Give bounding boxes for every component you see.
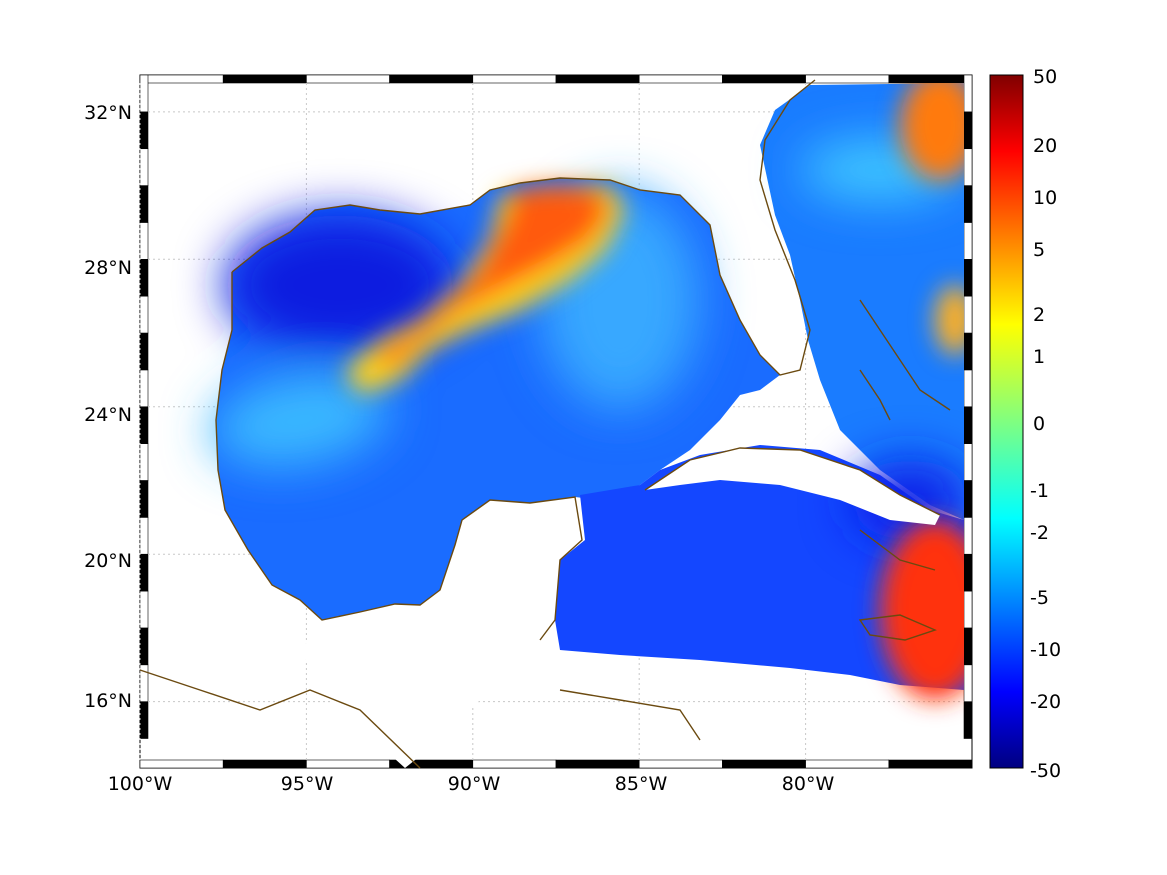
- frame-segment: [139, 222, 149, 260]
- colorbar-tick-label: -10: [1030, 639, 1061, 661]
- lon-tick-label: 90°W: [448, 773, 501, 795]
- coastline: [139, 79, 951, 769]
- lon-tick-label: 80°W: [782, 773, 835, 795]
- lon-tick-label: 100°W: [108, 773, 173, 795]
- frame-segment: [963, 295, 973, 334]
- frame-segment: [722, 759, 806, 769]
- frame-segment: [963, 701, 973, 739]
- lat-tick-label: 24°N: [84, 404, 132, 426]
- cuba: [645, 448, 940, 525]
- frame-segment: [139, 74, 149, 113]
- frame-segment: [222, 74, 307, 84]
- frame-segment: [139, 185, 149, 223]
- frame-segment: [963, 406, 973, 444]
- frame-segment: [888, 759, 973, 769]
- frame-segment: [139, 369, 149, 408]
- frame-segment: [963, 185, 973, 223]
- frame-segment: [472, 759, 557, 769]
- colorbar-tick-label: -20: [1030, 691, 1061, 713]
- frame-segment: [472, 74, 557, 84]
- colorbar-tick-label: -5: [1030, 587, 1049, 609]
- caribbean-warm-zone: [880, 520, 964, 700]
- frame-segment: [638, 759, 723, 769]
- colorbar-tick-label: -2: [1030, 522, 1049, 544]
- frame-segment: [139, 111, 149, 150]
- frame-segment: [555, 759, 640, 769]
- frame-segment: [963, 222, 973, 260]
- frame-segment: [139, 406, 149, 444]
- frame-segment: [888, 74, 973, 84]
- frame-segment: [139, 759, 224, 769]
- colorbar-tick-label: 0: [1033, 413, 1045, 435]
- lat-tick-label: 16°N: [84, 690, 132, 712]
- frame-segment: [963, 590, 973, 629]
- frame-segment: [963, 259, 973, 297]
- frame-segment: [139, 701, 149, 739]
- frame-segment: [963, 480, 973, 518]
- frame-segment: [963, 74, 973, 113]
- frame-segment: [139, 332, 149, 371]
- frame-segment: [963, 664, 973, 702]
- yucatan-peninsula: [300, 497, 582, 768]
- colorbar-tick-label: -50: [1030, 760, 1061, 782]
- colorbar-tick-label: 20: [1033, 135, 1057, 157]
- colorbar-tick-label: 1: [1033, 346, 1045, 368]
- lon-tick-label: 85°W: [615, 773, 668, 795]
- lat-tick-label: 28°N: [84, 257, 132, 279]
- frame-segment: [139, 517, 149, 555]
- frame-segment: [638, 74, 723, 84]
- frame-segment: [139, 627, 149, 666]
- frame-segment: [963, 517, 973, 555]
- frame-segment: [139, 74, 224, 84]
- colorbar: 50 20 10 5 2 1 0 -1 -2 -5 -10 -20 -50: [989, 66, 1061, 782]
- frame-segment: [555, 74, 640, 84]
- blue-nw-pool: [225, 215, 455, 355]
- lat-tick-label: 20°N: [84, 550, 132, 572]
- lon-tick-label: 95°W: [281, 773, 334, 795]
- colorbar-tick-label: 50: [1033, 66, 1057, 88]
- frame-segment: [963, 148, 973, 186]
- frame-segment: [963, 553, 973, 592]
- frame-segment: [306, 759, 390, 769]
- frame-segment: [139, 553, 149, 592]
- bahamas-warm-spot: [935, 285, 964, 355]
- frame-segment: [963, 627, 973, 666]
- atlantic-warm-spot: [900, 83, 964, 180]
- frame-segment: [963, 369, 973, 408]
- colorbar-tick-label: 2: [1033, 304, 1045, 326]
- frame-segment: [306, 74, 390, 84]
- land: [300, 448, 940, 768]
- frame-segment: [139, 590, 149, 629]
- frame-segment: [805, 74, 890, 84]
- colorbar-tick-label: 10: [1033, 187, 1057, 209]
- frame-segment: [389, 74, 474, 84]
- positive-anomaly-core: [370, 185, 610, 365]
- lon-axis: 100°W 95°W 90°W 85°W 80°W: [108, 773, 835, 795]
- frame-segment: [963, 111, 973, 150]
- frame-segment: [222, 759, 307, 769]
- frame-segment: [963, 332, 973, 371]
- frame-segment: [139, 443, 149, 481]
- frame-checker-border: [139, 74, 973, 769]
- frame-segment: [722, 74, 806, 84]
- frame-segment: [139, 480, 149, 518]
- colorbar-gradient: [989, 74, 1024, 769]
- colorbar-tick-label: -1: [1030, 480, 1049, 502]
- frame-segment: [805, 759, 890, 769]
- frame-segment: [139, 295, 149, 334]
- colorbar-tick-label: 5: [1033, 239, 1045, 261]
- frame-segment: [139, 148, 149, 186]
- lat-axis: 16°N 20°N 24°N 28°N 32°N: [84, 102, 132, 712]
- lat-tick-label: 32°N: [84, 102, 132, 124]
- frame-segment: [963, 443, 973, 481]
- frame-segment: [139, 259, 149, 297]
- cyan-western-band: [211, 373, 389, 467]
